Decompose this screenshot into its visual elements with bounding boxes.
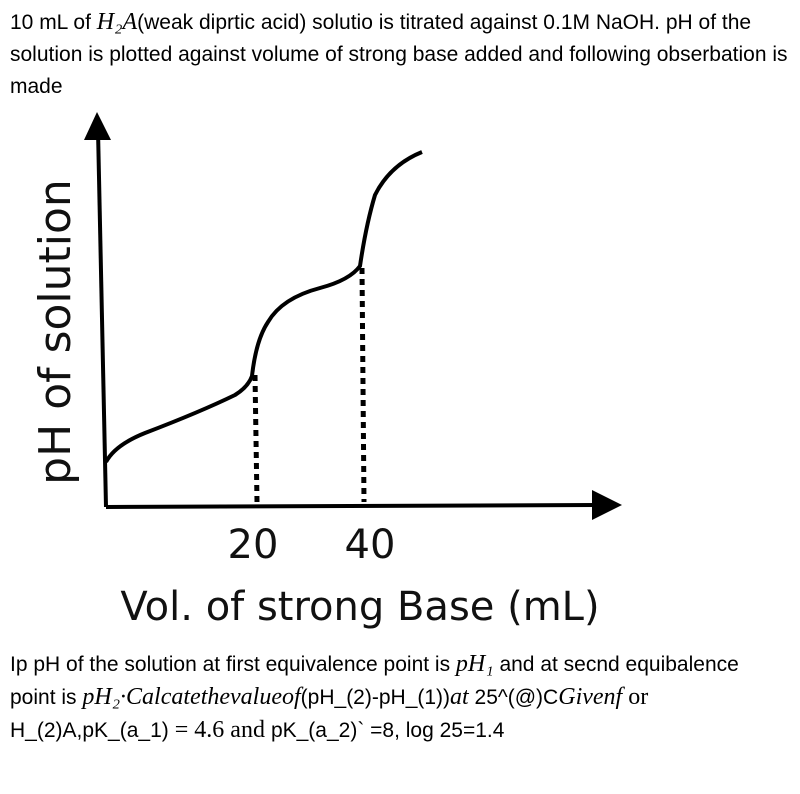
math: Givenf <box>558 684 623 710</box>
math: at <box>450 684 469 710</box>
axes <box>96 129 597 509</box>
text: (pH_(2)-pH_(1)) <box>300 686 451 709</box>
text: Ip pH of the solution at first equivalen… <box>10 653 456 676</box>
text: (weak diprtic acid) solutio is titrated … <box>10 11 788 98</box>
x-axis <box>105 503 597 509</box>
text: 25^(@)C <box>468 686 559 709</box>
y-arrow <box>84 112 111 140</box>
math: = 4.6 and <box>168 717 271 743</box>
math: H₂A <box>96 9 138 35</box>
math: pH₂·Calcatethevalueof <box>82 684 301 710</box>
x-tick-label: 40 <box>345 522 396 568</box>
x-arrow <box>592 490 622 520</box>
text: H_(2)A,pK_(a_1) <box>10 719 169 742</box>
titration-curve <box>104 150 423 464</box>
y-axis-label: pH of solution <box>30 179 81 485</box>
text: and at secnd equibalence point is <box>10 653 739 709</box>
y-axis <box>96 129 108 508</box>
text: 10 mL of <box>10 11 97 34</box>
math: pH₁ <box>455 651 494 677</box>
dashed-line <box>359 267 367 503</box>
question-body: Ip pH of the solution at first equivalen… <box>10 648 790 747</box>
question-intro: 10 mL of H₂A(weak diprtic acid) solutio … <box>10 6 790 103</box>
x-axis-label: Vol. of strong Base (mL) <box>120 584 599 630</box>
figure: pH of solution 20 40 Vol. of strong Base… <box>30 112 622 630</box>
text: pK_(a_2)` =8, log 25=1.4 <box>270 719 505 742</box>
dashed-line <box>252 374 260 503</box>
x-tick-label: 20 <box>228 522 279 568</box>
math: or <box>622 684 649 710</box>
